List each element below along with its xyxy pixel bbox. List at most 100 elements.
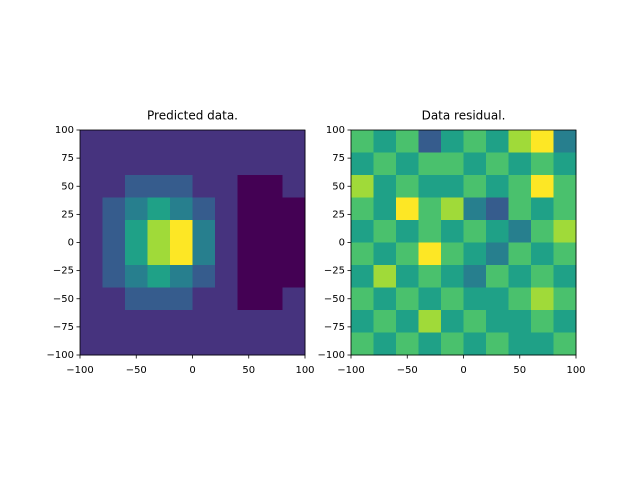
contour-cell — [215, 152, 238, 176]
contour-cell — [125, 130, 148, 153]
contour-cell — [463, 287, 487, 311]
contour-cell — [125, 310, 148, 333]
contour-cell — [396, 265, 419, 288]
contour-cell — [237, 175, 261, 198]
contour-cell — [282, 265, 306, 288]
contour-cell — [147, 152, 171, 176]
contour-cell — [396, 197, 419, 221]
y-tick-label: −50 — [53, 294, 74, 305]
contour-cell — [351, 287, 374, 311]
contour-cell — [441, 175, 464, 198]
contour-cell — [418, 242, 442, 266]
contour-cell — [486, 152, 509, 176]
contour-cell — [463, 332, 487, 356]
y-tick-label: −25 — [53, 266, 74, 277]
contour-cell — [553, 310, 577, 333]
contour-cell — [418, 310, 442, 333]
contour-cell — [441, 310, 464, 333]
contour-cell — [192, 130, 216, 153]
contour-cell — [508, 130, 532, 153]
contour-cell — [463, 197, 487, 221]
contour-cell — [102, 310, 126, 333]
contour-cell — [351, 197, 374, 221]
contour-cell — [531, 265, 554, 288]
contour-cell — [508, 175, 532, 198]
contour-cell — [237, 197, 261, 221]
contour-cell — [215, 220, 238, 243]
contour-cell — [373, 130, 397, 153]
contour-cell — [553, 242, 577, 266]
contour-cell — [102, 220, 126, 243]
contour-cell — [486, 265, 509, 288]
contour-cell — [260, 197, 283, 221]
contour-cell — [463, 130, 487, 153]
contour-cell — [80, 152, 103, 176]
y-tick-label: 50 — [332, 181, 345, 192]
x-tick-label: 50 — [242, 365, 255, 376]
contour-cell — [531, 332, 554, 356]
contour-cell — [508, 152, 532, 176]
contour-cell — [215, 130, 238, 153]
contour-cell — [102, 152, 126, 176]
contour-cell — [418, 175, 442, 198]
contour-cell — [102, 265, 126, 288]
x-tick-label: −100 — [66, 365, 93, 376]
contour-cell — [102, 197, 126, 221]
contour-cell — [418, 197, 442, 221]
contour-cell — [147, 287, 171, 311]
contour-cell — [441, 220, 464, 243]
contour-cell — [351, 265, 374, 288]
contour-cell — [192, 175, 216, 198]
contour-cell — [486, 130, 509, 153]
contour-cell — [282, 310, 306, 333]
x-tick-label: 50 — [513, 365, 526, 376]
contour-cell — [486, 197, 509, 221]
y-tick-label: 0 — [68, 238, 74, 249]
y-tick-label: −100 — [318, 350, 345, 361]
contour-cell — [237, 152, 261, 176]
contour-cell — [486, 175, 509, 198]
y-tick-label: 50 — [61, 181, 74, 192]
contour-cell — [260, 152, 283, 176]
contour-cell — [170, 287, 193, 311]
contour-cell — [260, 265, 283, 288]
contour-cell — [80, 242, 103, 266]
contour-cell — [170, 197, 193, 221]
contour-cell — [531, 130, 554, 153]
x-tick-label: −50 — [397, 365, 418, 376]
contour-cell — [441, 152, 464, 176]
contour-cell — [282, 130, 306, 153]
contour-cell — [463, 152, 487, 176]
y-tick-label: −75 — [53, 322, 74, 333]
y-tick-label: 0 — [339, 238, 345, 249]
contour-cell — [147, 265, 171, 288]
contour-cell — [373, 152, 397, 176]
contour-cell — [125, 265, 148, 288]
contour-cell — [508, 332, 532, 356]
contour-cell — [418, 152, 442, 176]
contour-cell — [192, 242, 216, 266]
contour-cell — [351, 220, 374, 243]
contour-cell — [170, 265, 193, 288]
contour-cell — [102, 332, 126, 356]
contour-cell — [373, 332, 397, 356]
contour-cell — [373, 287, 397, 311]
contour-cell — [237, 220, 261, 243]
contour-cell — [147, 242, 171, 266]
x-tick-label: 0 — [189, 365, 195, 376]
contour-cell — [396, 287, 419, 311]
y-tick-label: −50 — [324, 294, 345, 305]
contour-cell — [396, 130, 419, 153]
contour-cell — [553, 175, 577, 198]
contour-cell — [418, 220, 442, 243]
contour-cell — [531, 197, 554, 221]
contour-cell — [282, 220, 306, 243]
contour-cell — [192, 152, 216, 176]
contour-cell — [441, 265, 464, 288]
contour-cell — [147, 197, 171, 221]
contour-cell — [508, 220, 532, 243]
contour-cell — [553, 152, 577, 176]
contour-cell — [396, 332, 419, 356]
contour-cell — [80, 220, 103, 243]
contour-cell — [147, 332, 171, 356]
